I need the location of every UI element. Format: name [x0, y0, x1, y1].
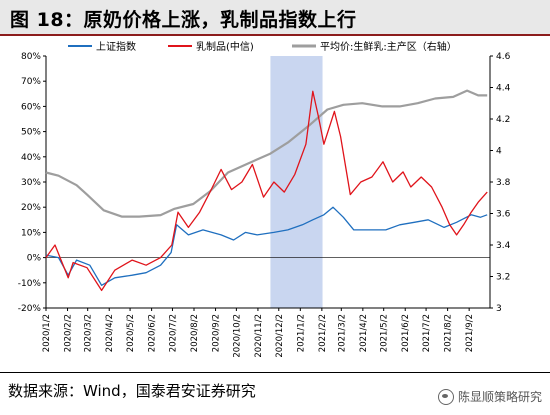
x-tick-label: 2020/11/2: [254, 314, 264, 358]
source-note: 数据来源：Wind，国泰君安证券研究: [8, 382, 256, 400]
right-tick-label: 4.4: [496, 84, 511, 94]
title-bar: 图 18：原奶价格上涨，乳制品指数上行: [0, 0, 550, 36]
left-tick-label: 0%: [27, 254, 42, 264]
x-tick-label: 2020/2/2: [64, 314, 74, 352]
right-tick-label: 3: [496, 304, 502, 314]
x-tick-label: 2021/9/2: [465, 314, 475, 352]
x-tick-label: 2021/2/2: [318, 314, 328, 352]
x-tick-label: 2020/6/2: [148, 314, 158, 352]
left-tick-label: 20%: [21, 203, 41, 213]
x-tick-label: 2021/1/2: [296, 314, 306, 352]
x-tick-label: 2021/3/2: [337, 314, 347, 352]
watermark: 陈显顺策略研究: [437, 388, 542, 405]
left-tick-label: 60%: [21, 102, 41, 112]
right-tick-label: 3.2: [496, 273, 510, 283]
right-tick-label: 4.2: [496, 115, 510, 125]
x-tick-label: 2020/8/2: [190, 314, 200, 352]
right-tick-label: 3.6: [496, 210, 511, 220]
legend-label: 上证指数: [96, 40, 136, 53]
x-tick-label: 2021/5/2: [380, 314, 390, 352]
left-tick-label: 50%: [21, 128, 41, 138]
left-tick-label: 40%: [21, 153, 41, 163]
x-tick-label: 2020/5/2: [126, 314, 136, 352]
footer-rule: [0, 372, 550, 373]
x-tick-label: 2020/10/2: [232, 314, 242, 358]
chart-title: 图 18：原奶价格上涨，乳制品指数上行: [10, 9, 357, 31]
x-tick-label: 2021/7/2: [422, 314, 432, 352]
x-tick-label: 2020/3/2: [84, 314, 94, 352]
series-line-2: [45, 89, 488, 218]
watermark-text: 陈显顺策略研究: [457, 390, 542, 404]
x-tick-label: 2020/7/2: [168, 314, 178, 352]
x-tick-label: 2020/9/2: [212, 314, 222, 352]
x-tick-label: 2020/4/2: [105, 314, 115, 352]
right-tick-label: 4: [496, 147, 502, 157]
x-tick-label: 2021/6/2: [401, 314, 411, 352]
x-tick-label: 2021/8/2: [444, 314, 454, 352]
x-tick-label: 2021/4/2: [359, 314, 369, 352]
series-line-0: [45, 206, 488, 286]
x-tick-label: 2020/1/2: [42, 314, 52, 352]
line-chart: -20% -10% 0% 10% 20% 30% 40% 50% 60% 70% 80% 3 3.2 3.…: [18, 40, 511, 358]
shaded-period: [270, 56, 323, 308]
right-tick-label: 4.6: [496, 52, 511, 62]
left-tick-label: 70%: [21, 77, 41, 87]
wechat-icon: [437, 388, 454, 405]
left-tick-label: 80%: [21, 52, 41, 62]
left-tick-label: 30%: [21, 178, 41, 188]
left-tick-label: -20%: [18, 304, 42, 314]
legend-label: 平均价:生鲜乳:主产区（右轴）: [320, 40, 457, 53]
right-tick-label: 3.4: [496, 241, 511, 251]
x-tick-label: 2020/12/2: [275, 314, 285, 358]
legend-label: 乳制品(中信): [196, 40, 254, 53]
left-tick-label: -10%: [18, 279, 42, 289]
right-tick-label: 3.8: [496, 178, 511, 188]
series-line-1: [45, 90, 488, 292]
left-tick-label: 10%: [21, 228, 41, 238]
